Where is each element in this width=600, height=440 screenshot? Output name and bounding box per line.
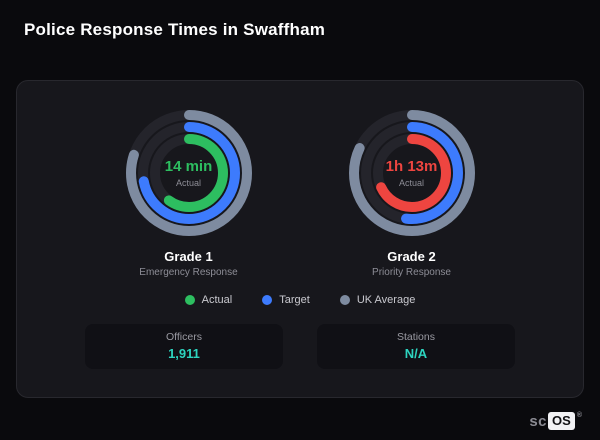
logo-registered-mark: ® [576, 412, 582, 419]
legend-item-target: Target [262, 294, 310, 306]
gauge-subtitle-grade-2: Priority Response [372, 267, 451, 278]
stat-value-stations: N/A [404, 346, 428, 361]
stat-box-stations: Stations N/A [317, 324, 515, 369]
gauge-grade-2: 1h 13m Actual Grade 2 Priority Response [312, 107, 512, 278]
stat-box-officers: Officers 1,911 [85, 324, 283, 369]
gauge-title-grade-2: Grade 2 [387, 249, 436, 264]
legend: Actual Target UK Average [47, 294, 553, 306]
legend-item-actual: Actual [184, 294, 233, 306]
legend-item-uk-average: UK Average [339, 294, 416, 306]
gauge-rings-grade-1: 14 min Actual [123, 107, 255, 239]
stat-label-stations: Stations [397, 331, 435, 343]
gauge-grade-1: 14 min Actual Grade 1 Emergency Response [89, 107, 289, 278]
logo-prefix: sc [529, 412, 548, 430]
response-times-card: 14 min Actual Grade 1 Emergency Response… [16, 80, 584, 398]
stats-row: Officers 1,911 Stations N/A [47, 324, 553, 369]
gauges-row: 14 min Actual Grade 1 Emergency Response… [47, 107, 553, 278]
page-title: Police Response Times in Swaffham [24, 20, 326, 39]
legend-label-target: Target [279, 294, 310, 306]
scos-logo: sc OS ® [529, 412, 582, 430]
legend-label-actual: Actual [201, 294, 233, 306]
uk-average-legend-dot-icon [339, 295, 350, 305]
gauge-subtitle-grade-1: Emergency Response [139, 267, 238, 278]
stat-label-officers: Officers [166, 331, 202, 343]
legend-label-uk-average: UK Average [356, 294, 416, 306]
gauge-rings-grade-2: 1h 13m Actual [346, 107, 478, 239]
target-legend-dot-icon [262, 295, 273, 305]
logo-suffix: OS [548, 412, 575, 430]
gauge-chart-grade-2 [348, 110, 475, 236]
actual-legend-dot-icon [184, 295, 195, 305]
gauge-chart-grade-1 [125, 110, 252, 236]
gauge-title-grade-1: Grade 1 [164, 249, 213, 264]
stat-value-officers: 1,911 [168, 346, 200, 361]
